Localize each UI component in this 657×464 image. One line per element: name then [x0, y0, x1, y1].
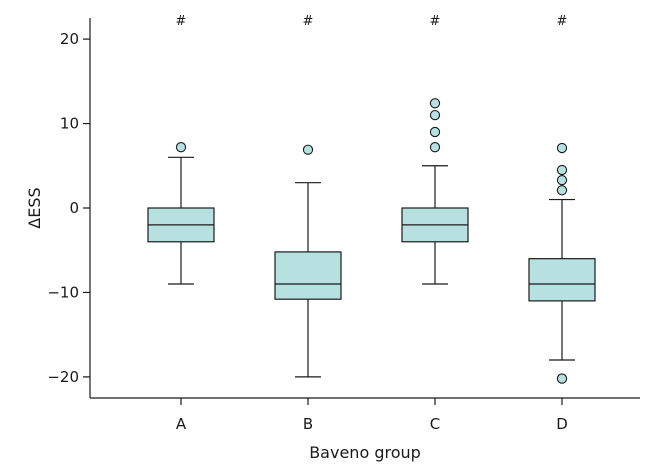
- outlier-point: [556, 174, 568, 186]
- box-group-b: #: [274, 14, 342, 378]
- box-group-a: #: [147, 14, 215, 285]
- outlier-point: [429, 142, 441, 153]
- significance-marker: #: [557, 14, 568, 29]
- x-tick-label: A: [176, 415, 187, 433]
- boxes: # # # #: [147, 14, 596, 384]
- y-tick-label: 20: [60, 30, 79, 48]
- box-group-c: #: [401, 14, 469, 285]
- significance-marker: #: [430, 14, 441, 29]
- outlier-point: [429, 126, 441, 138]
- y-axis-label: ΔESS: [25, 187, 44, 228]
- outlier-point: [429, 109, 441, 121]
- y-tick-label: 0: [69, 199, 79, 217]
- outlier-point: [556, 373, 568, 384]
- significance-marker: #: [303, 14, 314, 29]
- y-tick-label: −10: [47, 283, 79, 301]
- outlier-point: [556, 164, 568, 176]
- y-tick-label: −20: [47, 368, 79, 386]
- outlier-point: [429, 98, 441, 109]
- outlier-point: [556, 185, 568, 196]
- y-ticks: 20 10 0 −10 −20: [47, 30, 90, 386]
- outlier-point: [302, 144, 314, 155]
- x-tick-label: D: [556, 415, 568, 433]
- iqr-box: [528, 258, 596, 302]
- x-axis-label: Baveno group: [309, 443, 421, 462]
- significance-marker: #: [176, 14, 187, 29]
- iqr-box: [274, 251, 342, 300]
- x-ticks: A B C D: [176, 398, 568, 433]
- x-tick-label: C: [430, 415, 440, 433]
- outlier-point: [556, 142, 568, 154]
- x-tick-label: B: [303, 415, 313, 433]
- y-tick-label: 10: [60, 115, 79, 133]
- outlier-point: [175, 142, 187, 153]
- box-group-d: #: [528, 14, 596, 384]
